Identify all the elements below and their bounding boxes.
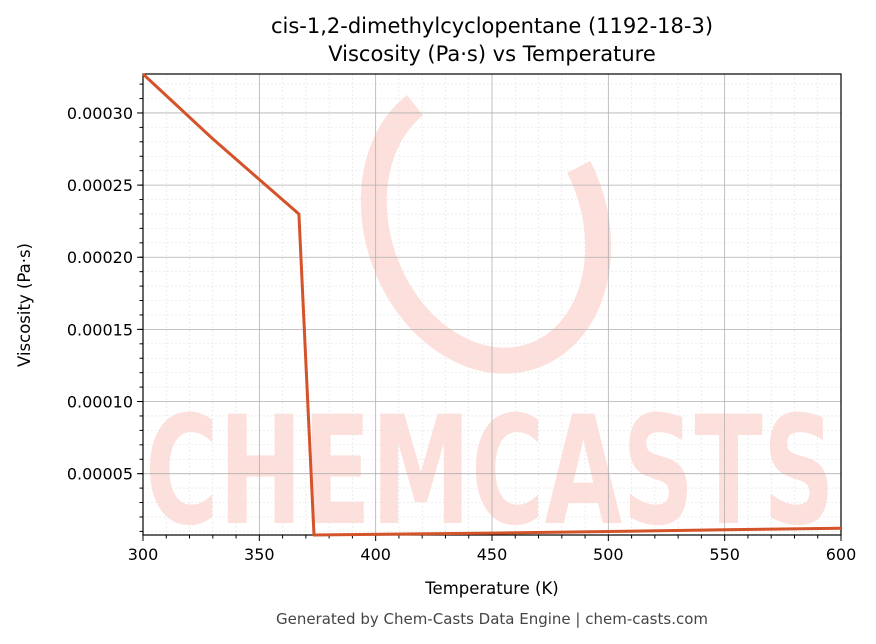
- x-tick-label: 350: [244, 545, 275, 564]
- y-tick-label: 0.00010: [67, 393, 133, 412]
- viscosity-line: [141, 72, 842, 537]
- x-tick-label: 300: [128, 545, 159, 564]
- y-tick-label: 0.00030: [67, 104, 133, 123]
- y-tick-label: 0.00015: [67, 320, 133, 339]
- y-axis-ticks: 0.00005 0.00010 0.00015 0.00020 0.00025 0.000…: [67, 83, 143, 532]
- y-tick-label: 0.00025: [67, 176, 133, 195]
- x-tick-label: 550: [709, 545, 740, 564]
- chemcasts-watermark: CHEMCASTS: [145, 74, 835, 559]
- y-axis-label: Viscosity (Pa·s): [15, 243, 34, 367]
- x-tick-label: 600: [826, 545, 857, 564]
- x-tick-label: 500: [593, 545, 624, 564]
- x-tick-label: 400: [360, 545, 391, 564]
- y-tick-label: 0.00005: [67, 465, 133, 484]
- footer-credit: Generated by Chem-Casts Data Engine | ch…: [276, 610, 708, 628]
- chart-title-line1: cis-1,2-dimethylcyclopentane (1192-18-3): [271, 14, 713, 38]
- y-tick-label: 0.00020: [67, 248, 133, 267]
- x-axis-label: Temperature (K): [424, 579, 558, 598]
- x-tick-label: 450: [477, 545, 508, 564]
- chart-title-line2: Viscosity (Pa·s) vs Temperature: [328, 42, 656, 66]
- x-axis-ticks: 300 350 400 450 500 550 600: [128, 535, 857, 564]
